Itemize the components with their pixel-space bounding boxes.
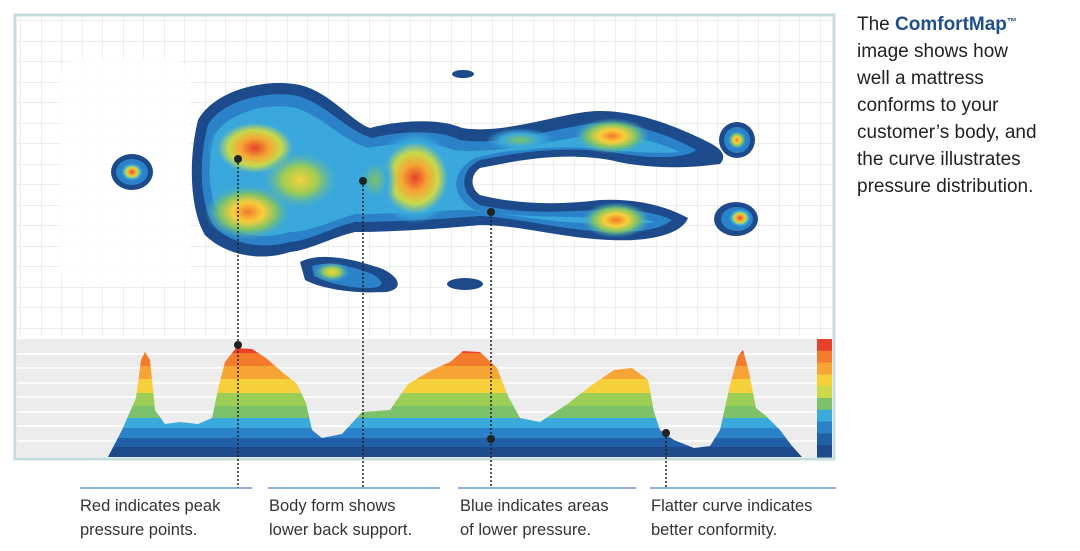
scale-segment <box>817 339 832 352</box>
description-line-2: well a mattress <box>857 68 984 89</box>
hotspot-hips <box>373 132 457 224</box>
brand-name: ComfortMap <box>895 14 1007 35</box>
scale-segment <box>817 398 832 411</box>
description-prefix: The <box>857 14 896 35</box>
hotspot-lower-back <box>353 150 397 210</box>
pressure-scale-bar <box>817 339 832 458</box>
hotspot-heel-lower <box>729 209 751 227</box>
callout-peak-pressure-line-1: Red indicates peak <box>80 497 221 515</box>
callout-lower-pressure-line-1: Blue indicates areas <box>460 497 609 515</box>
scale-segment <box>817 350 832 364</box>
trademark-symbol: ™ <box>1006 17 1017 28</box>
scale-segment <box>817 445 832 458</box>
body-pressure-map <box>111 70 758 293</box>
callout-flatter-curve-line-2: better conformity. <box>651 521 778 539</box>
description-line-3: conforms to your <box>857 95 999 116</box>
hotspot-heel-upper <box>728 131 746 149</box>
callout-flatter-curve: Flatter curve indicates better conformit… <box>651 494 812 542</box>
description-line-4: customer’s body, and <box>857 122 1037 143</box>
callout-body-form-line-1: Body form shows <box>269 497 396 515</box>
callout-lower-pressure: Blue indicates areas of lower pressure. <box>460 494 609 542</box>
callout-body-form: Body form shows lower back support. <box>269 494 412 542</box>
callout-flatter-curve-line-1: Flatter curve indicates <box>651 497 813 515</box>
description-line-1: image shows how <box>857 41 1009 62</box>
scale-segment <box>817 433 832 446</box>
callout-body-form-line-2: lower back support. <box>269 521 413 539</box>
hotspot-head <box>121 163 143 181</box>
hotspot-thigh-lower <box>582 202 650 238</box>
callout-peak-pressure: Red indicates peak pressure points. <box>80 494 220 542</box>
description-line-6: pressure distribution. <box>857 176 1034 197</box>
hotspot-hand <box>314 262 350 282</box>
scale-segment <box>817 409 832 423</box>
callout-lower-pressure-line-2: of lower pressure. <box>460 521 592 539</box>
scale-segment <box>817 386 832 399</box>
callout-peak-pressure-line-2: pressure points. <box>80 521 198 539</box>
scale-segment <box>817 362 832 375</box>
hotspot-calf <box>486 128 554 152</box>
scale-segment <box>817 374 832 387</box>
leader-dots <box>234 155 670 443</box>
hotspot-thigh-upper <box>574 118 650 154</box>
scale-segment <box>817 421 832 434</box>
description-line-5: the curve illustrates <box>857 149 1021 170</box>
hotspot-upper-back <box>260 150 340 210</box>
description-text: The ComfortMap™ image shows how well a m… <box>857 11 1077 200</box>
